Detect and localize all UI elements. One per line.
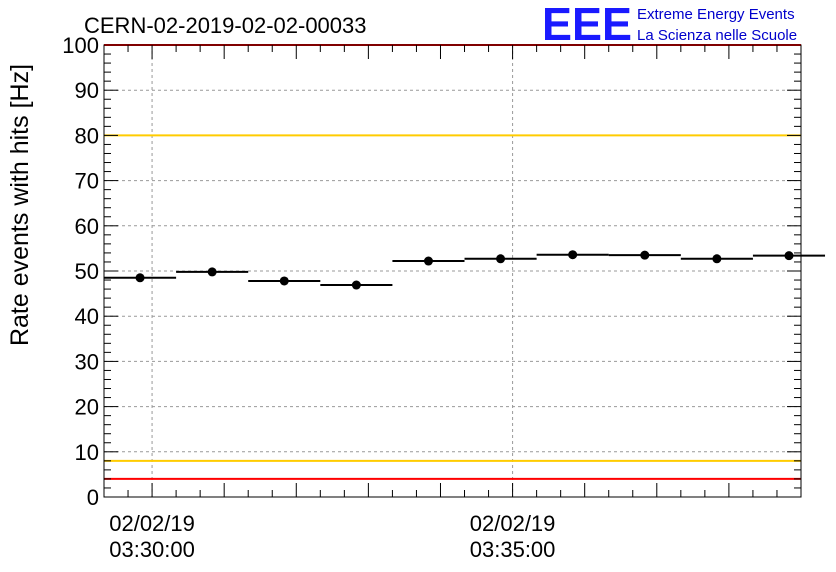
y-tick-label: 40 xyxy=(75,304,99,329)
y-tick-label: 10 xyxy=(75,440,99,465)
data-points xyxy=(104,250,826,290)
y-tick-label: 90 xyxy=(75,78,99,103)
y-tick-label: 20 xyxy=(75,395,99,420)
eee-logo: EEE Extreme Energy Events La Scienza nel… xyxy=(542,0,797,50)
y-tick-label: 100 xyxy=(62,33,99,58)
data-point xyxy=(423,256,433,266)
axes: 010203040506070809010002/02/1903:30:0002… xyxy=(62,33,802,562)
eee-logo-mark: EEE xyxy=(542,0,632,50)
data-point xyxy=(351,280,361,290)
data-point xyxy=(207,267,217,277)
y-tick-label: 0 xyxy=(87,485,99,510)
x-tick-label-time: 03:35:00 xyxy=(470,537,556,562)
x-tick-label-time: 03:30:00 xyxy=(109,537,195,562)
y-tick-label: 80 xyxy=(75,123,99,148)
x-tick-label-date: 02/02/19 xyxy=(109,511,195,536)
data-point xyxy=(496,254,506,264)
y-tick-label: 50 xyxy=(75,259,99,284)
eee-logo-line1: Extreme Energy Events xyxy=(637,6,795,23)
y-tick-label: 60 xyxy=(75,214,99,239)
data-point xyxy=(784,251,794,261)
data-point xyxy=(712,254,722,264)
chart-title: CERN-02-2019-02-02-00033 xyxy=(84,13,367,38)
y-tick-label: 70 xyxy=(75,169,99,194)
data-point xyxy=(279,276,289,286)
data-point xyxy=(568,250,578,260)
data-point xyxy=(135,273,145,283)
y-axis-label: Rate events with hits [Hz] xyxy=(6,64,34,346)
x-tick-label-date: 02/02/19 xyxy=(470,511,556,536)
data-point xyxy=(640,250,650,260)
y-tick-label: 30 xyxy=(75,349,99,374)
eee-logo-line2: La Scienza nelle Scuole xyxy=(637,27,797,44)
